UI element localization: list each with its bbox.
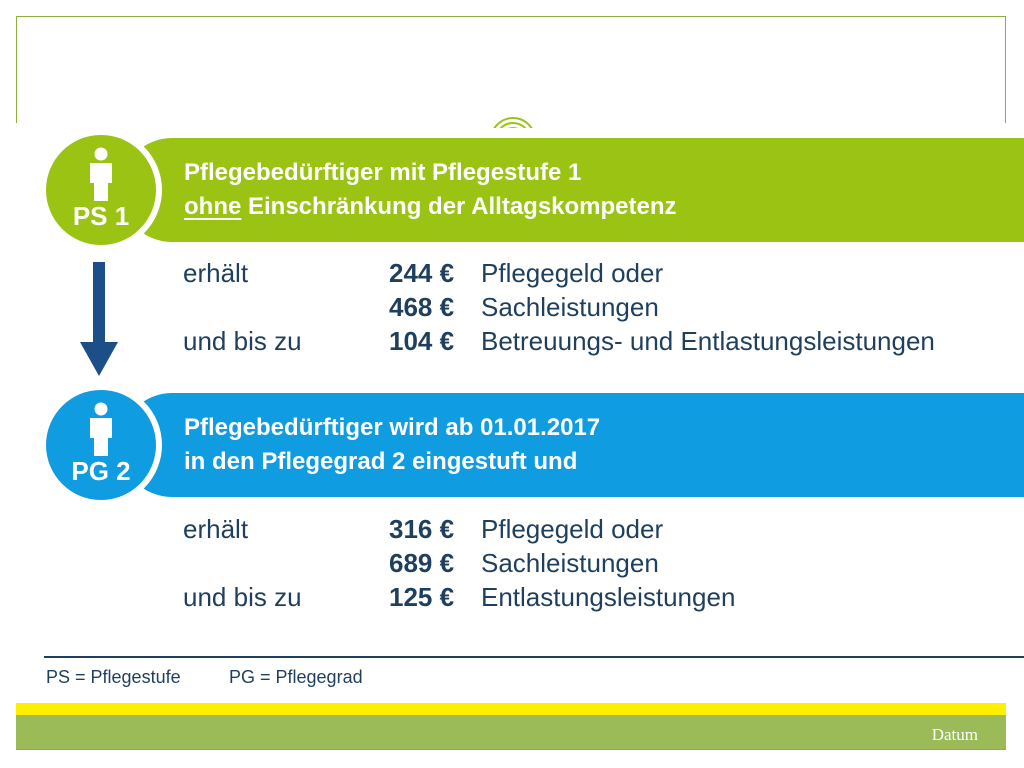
benefit-amount: 125 € xyxy=(389,582,455,612)
benefit-label: erhält xyxy=(183,258,249,288)
ps1-banner: Pflegebedürftiger mit Pflegestufe 1 ohne… xyxy=(120,138,1024,242)
arrow-down-icon xyxy=(80,262,118,376)
ps1-headline-line2-rest: Einschränkung der Alltagskompetenz xyxy=(241,193,677,220)
legend-divider xyxy=(44,656,1024,658)
benefit-label: und bis zu xyxy=(183,582,302,612)
pg2-headline-line1: Pflegebedürftiger wird ab 01.01.2017 xyxy=(184,414,601,441)
ps1-badge-label: PS 1 xyxy=(72,201,130,231)
footer-yellow-bar xyxy=(16,703,1006,715)
ps1-headline-line2: ohne Einschränkung der Alltagskompetenz xyxy=(184,190,677,224)
pg2-badge-circle: PG 2 xyxy=(46,390,156,500)
benefit-amount: 468 € xyxy=(389,292,455,322)
benefit-label: und bis zu xyxy=(183,326,302,356)
benefit-description: Pflegegeld oder xyxy=(481,514,664,544)
person-icon xyxy=(90,402,112,456)
ps1-headline-line1: Pflegebedürftiger mit Pflegestufe 1 xyxy=(184,159,582,186)
benefit-description: Sachleistungen xyxy=(481,548,659,578)
benefit-description: Pflegegeld oder xyxy=(481,258,664,288)
ps1-headline-underlined-word: ohne xyxy=(184,193,242,220)
ps1-badge-circle: PS 1 xyxy=(46,135,156,245)
ps1-headline: Pflegebedürftiger mit Pflegestufe 1 ohne… xyxy=(184,156,677,224)
benefit-label: erhält xyxy=(183,514,249,544)
ps1-badge: PS 1 xyxy=(40,129,162,251)
legend-ps: PS = Pflegestufe xyxy=(46,667,181,687)
benefit-amount: 689 € xyxy=(389,548,455,578)
footer-date: Datum xyxy=(931,725,978,744)
legend-pg: PG = Pflegegrad xyxy=(229,667,363,687)
pg2-badge: PG 2 xyxy=(40,384,162,506)
footer-green-bar xyxy=(16,715,1006,749)
pg2-badge-label: PG 2 xyxy=(71,456,131,486)
pg2-headline: Pflegebedürftiger wird ab 01.01.2017 in … xyxy=(184,411,600,479)
benefit-description: Sachleistungen xyxy=(481,292,659,322)
benefit-description: Betreuungs- und Entlastungsleistungen xyxy=(481,326,935,356)
benefit-description: Entlastungsleistungen xyxy=(481,582,736,612)
benefit-amount: 104 € xyxy=(389,326,455,356)
benefit-amount: 244 € xyxy=(389,258,455,288)
benefit-amount: 316 € xyxy=(389,514,455,544)
person-icon xyxy=(90,147,112,201)
pg2-banner: Pflegebedürftiger wird ab 01.01.2017 in … xyxy=(120,393,1024,497)
pg2-headline-line2: in den Pflegegrad 2 eingestuft und xyxy=(184,448,578,475)
rings-decoration-icon xyxy=(488,114,538,128)
